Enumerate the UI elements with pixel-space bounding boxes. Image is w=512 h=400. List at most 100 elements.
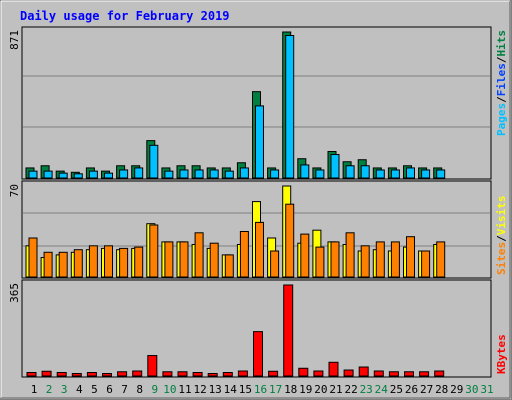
bar-files-day-24 <box>375 169 385 179</box>
bar-sites-day-26 <box>406 236 415 278</box>
x-tick-label: 4 <box>76 383 83 396</box>
bar-files-day-10 <box>164 170 174 179</box>
legend-files: Files <box>495 63 508 96</box>
bar-files-day-12 <box>194 169 204 179</box>
legend-hits: Hits <box>495 30 508 57</box>
bar-kbytes-day-11 <box>177 371 188 377</box>
x-tick-label: 30 <box>465 383 478 396</box>
bar-kbytes-day-5 <box>86 372 97 377</box>
bar-sites-day-23 <box>360 245 370 278</box>
bars-layer <box>23 31 490 377</box>
bar-files-day-21 <box>330 154 340 179</box>
ymax-label-hits: 871 <box>8 30 21 50</box>
bar-sites-day-14 <box>224 254 234 278</box>
bar-sites-day-24 <box>375 241 385 278</box>
bar-kbytes-day-15 <box>237 370 248 377</box>
bar-kbytes-day-25 <box>388 371 399 377</box>
bar-files-day-14 <box>224 170 234 179</box>
bar-sites-day-6 <box>104 245 113 278</box>
x-tick-label: 20 <box>314 383 327 396</box>
bar-kbytes-day-10 <box>162 371 173 377</box>
bar-sites-day-28 <box>436 241 446 278</box>
x-tick-label: 6 <box>106 383 113 396</box>
x-tick-label: 16 <box>254 383 267 396</box>
bar-files-day-11 <box>179 169 189 179</box>
x-tick-label: 24 <box>375 383 389 396</box>
bar-kbytes-day-21 <box>328 361 339 377</box>
bar-kbytes-day-27 <box>419 371 430 377</box>
bar-kbytes-day-14 <box>222 372 233 377</box>
x-tick-label: 21 <box>329 383 342 396</box>
x-tick-label: 13 <box>209 383 222 396</box>
x-tick-label: 27 <box>420 383 433 396</box>
bar-kbytes-day-19 <box>298 367 309 377</box>
bar-kbytes-day-4 <box>71 373 82 377</box>
bar-sites-day-11 <box>179 241 189 278</box>
bar-files-day-15 <box>239 167 249 179</box>
bar-files-day-18 <box>285 35 295 179</box>
x-tick-label: 22 <box>344 383 357 396</box>
bar-files-day-16 <box>255 105 264 179</box>
legend-kbytes: KBytes <box>495 334 508 374</box>
bar-files-day-3 <box>58 172 68 179</box>
bar-sites-day-4 <box>73 249 83 278</box>
x-tick-label: 17 <box>269 383 282 396</box>
bar-files-day-28 <box>436 169 446 179</box>
bar-files-day-26 <box>406 167 415 179</box>
bar-kbytes-day-7 <box>117 371 128 377</box>
bar-sites-day-7 <box>119 247 129 278</box>
bar-files-day-13 <box>209 169 219 179</box>
bar-files-day-6 <box>104 172 113 179</box>
x-tick-label: 31 <box>480 383 493 396</box>
bar-kbytes-day-3 <box>56 372 67 377</box>
bar-sites-day-20 <box>315 246 325 278</box>
bar-files-day-5 <box>88 170 98 179</box>
bar-sites-day-21 <box>330 241 340 278</box>
legend-sites: Sites <box>495 242 508 275</box>
x-tick-label: 14 <box>224 383 238 396</box>
bar-sites-day-9 <box>149 224 159 278</box>
x-tick-label: 19 <box>299 383 312 396</box>
bar-sites-day-8 <box>134 246 144 278</box>
bar-sites-day-10 <box>164 241 174 278</box>
bar-kbytes-day-9 <box>147 355 158 377</box>
bar-files-day-25 <box>390 169 400 179</box>
x-tick-label: 8 <box>136 383 143 396</box>
bar-sites-day-19 <box>300 233 310 278</box>
bar-kbytes-day-13 <box>207 373 218 377</box>
bar-sites-day-5 <box>88 245 98 278</box>
bar-sites-day-15 <box>239 231 249 278</box>
bar-sites-day-25 <box>390 241 400 278</box>
x-tick-label: 11 <box>178 383 191 396</box>
legend-kbytes-label: KBytes <box>495 334 508 374</box>
bar-kbytes-day-23 <box>358 366 369 377</box>
x-tick-label: 12 <box>193 383 206 396</box>
x-tick-label: 5 <box>91 383 98 396</box>
bar-sites-day-17 <box>270 250 280 278</box>
chart-title: Daily usage for February 2019 <box>20 9 230 23</box>
bar-files-day-7 <box>119 169 129 179</box>
bar-files-day-20 <box>315 169 325 179</box>
x-tick-label: 29 <box>450 383 463 396</box>
legend-pages: Pages <box>495 103 508 136</box>
x-tick-label: 1 <box>31 383 38 396</box>
bar-files-day-2 <box>43 170 53 179</box>
bar-files-day-9 <box>149 144 159 179</box>
legend-hits-files: Pages/Files/Hits <box>495 30 508 136</box>
bar-kbytes-day-6 <box>102 373 112 377</box>
bar-sites-day-12 <box>194 232 204 278</box>
bar-kbytes-day-22 <box>343 369 354 377</box>
bar-kbytes-day-16 <box>253 331 263 377</box>
bar-sites-day-22 <box>345 232 355 278</box>
ymax-label-kbytes: 365 <box>8 283 21 303</box>
ymax-label-visits: 70 <box>8 184 21 197</box>
x-tick-label: 26 <box>405 383 418 396</box>
bar-files-day-17 <box>270 169 280 179</box>
bar-sites-day-2 <box>43 251 53 278</box>
bar-files-day-1 <box>28 170 38 179</box>
bar-kbytes-day-26 <box>404 371 414 377</box>
bar-files-day-22 <box>345 165 355 179</box>
bar-kbytes-day-28 <box>434 370 445 377</box>
x-tick-label: 10 <box>163 383 176 396</box>
